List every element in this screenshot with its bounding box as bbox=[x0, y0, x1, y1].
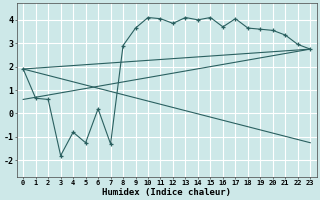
X-axis label: Humidex (Indice chaleur): Humidex (Indice chaleur) bbox=[102, 188, 231, 197]
